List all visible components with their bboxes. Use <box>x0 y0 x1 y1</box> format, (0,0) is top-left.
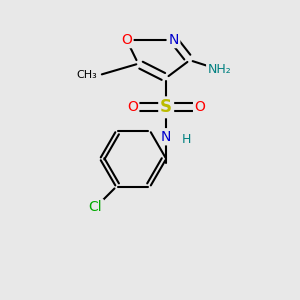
Text: H: H <box>182 133 191 146</box>
Text: S: S <box>160 98 172 116</box>
Text: Cl: Cl <box>89 200 102 214</box>
Text: N: N <box>161 130 171 144</box>
Text: O: O <box>121 33 132 46</box>
Text: O: O <box>127 100 138 114</box>
Text: N: N <box>168 33 179 46</box>
Text: O: O <box>195 100 206 114</box>
Text: NH₂: NH₂ <box>207 63 231 76</box>
Text: CH₃: CH₃ <box>76 70 97 80</box>
